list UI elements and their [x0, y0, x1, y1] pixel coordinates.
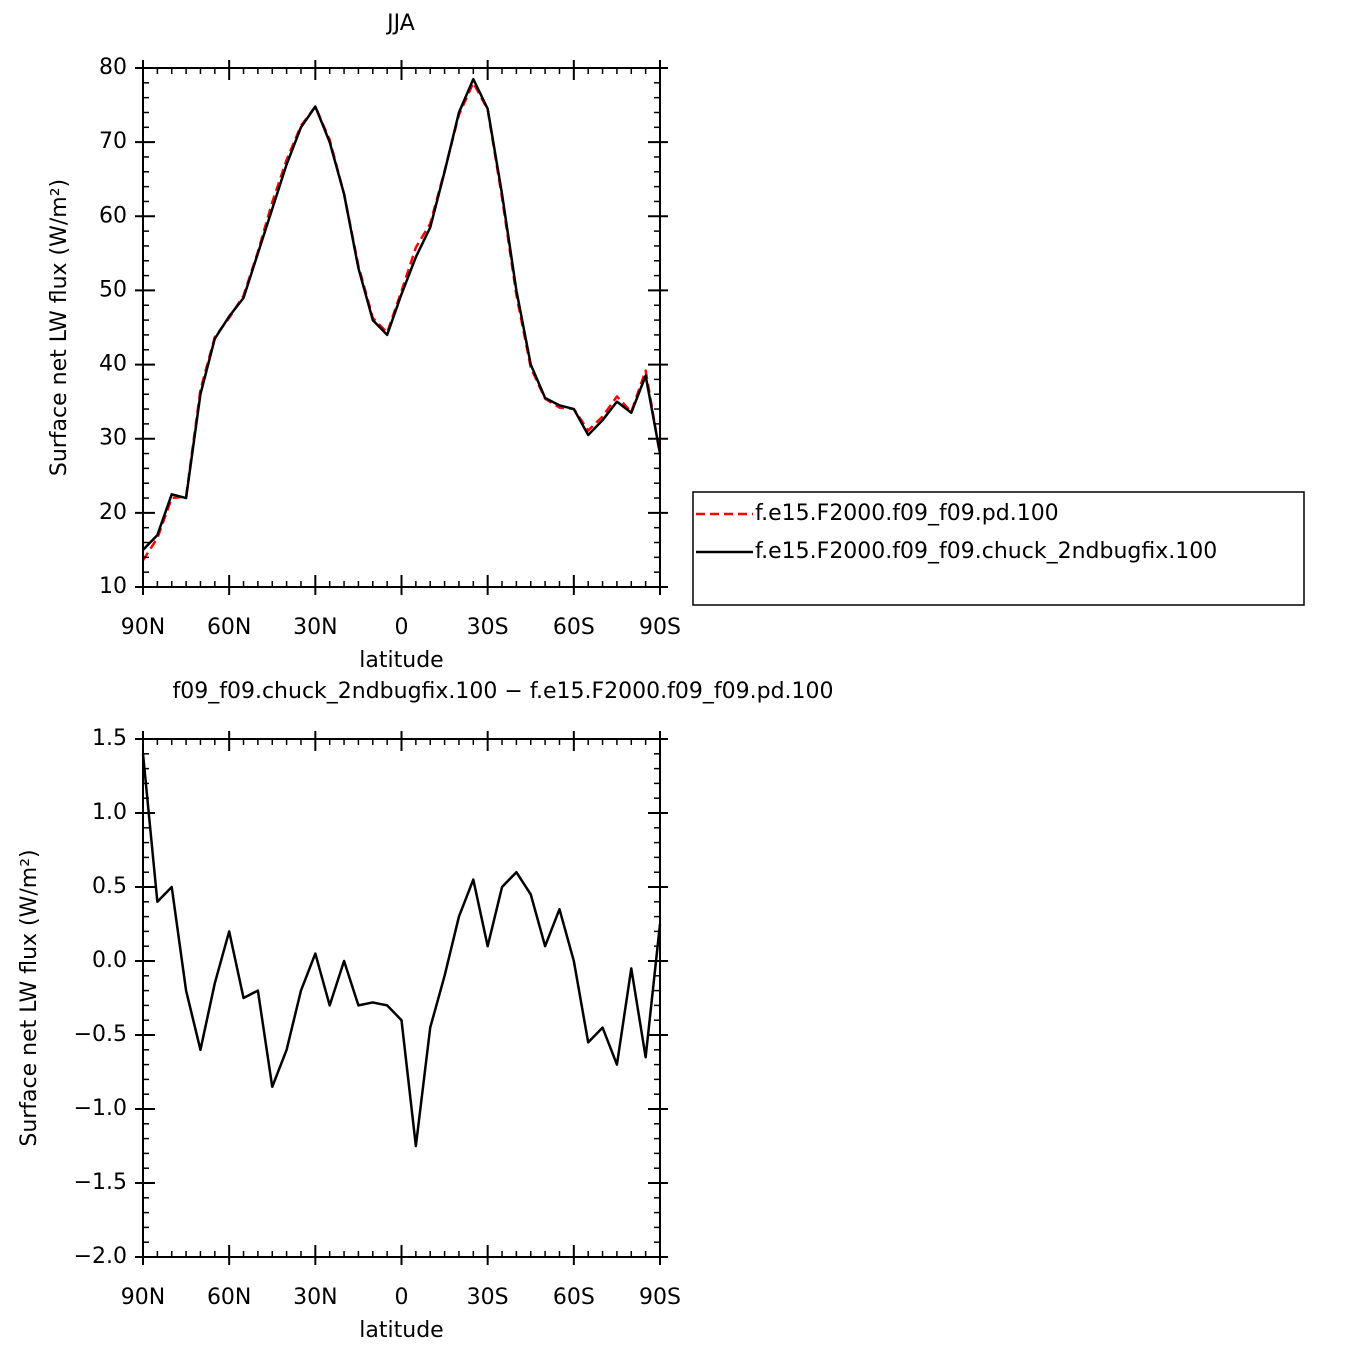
legend-label: f.e15.F2000.f09_f09.chuck_2ndbugfix.100 [755, 539, 1217, 564]
x-tick-label: 0 [395, 1285, 409, 1310]
x-tick-label: 30S [467, 1285, 509, 1310]
legend-label: f.e15.F2000.f09_f09.pd.100 [755, 501, 1059, 526]
y-tick-label: −1.0 [74, 1096, 127, 1121]
x-axis-label: latitude [359, 648, 443, 673]
y-tick-label: 80 [99, 55, 127, 80]
y-tick-label: −2.0 [74, 1244, 127, 1269]
x-tick-label: 60S [553, 1285, 595, 1310]
y-tick-label: 70 [99, 129, 127, 154]
x-tick-label: 60N [207, 615, 251, 640]
y-tick-label: 40 [99, 352, 127, 377]
y-tick-label: 0.0 [92, 948, 127, 973]
x-tick-label: 90S [639, 615, 681, 640]
x-tick-label: 30N [293, 1285, 337, 1310]
x-tick-label: 60S [553, 615, 595, 640]
y-tick-label: 50 [99, 277, 127, 302]
y-tick-label: 0.5 [92, 874, 127, 899]
x-tick-label: 30N [293, 615, 337, 640]
chart-title: f09_f09.chuck_2ndbugfix.100 − f.e15.F200… [172, 679, 833, 704]
y-tick-label: 30 [99, 426, 127, 451]
y-axis-label: Surface net LW flux (W/m²) [17, 849, 42, 1146]
series-line [141, 753, 662, 1148]
y-tick-label: 60 [99, 203, 127, 228]
y-tick-label: 20 [99, 500, 127, 525]
chart-title: JJA [385, 11, 415, 36]
plot-frame [142, 738, 661, 1258]
y-axis-label: Surface net LW flux (W/m²) [47, 179, 72, 476]
x-tick-label: 90N [121, 1285, 165, 1310]
x-axis-label: latitude [359, 1318, 443, 1343]
series-line [141, 81, 662, 561]
y-tick-label: 1.0 [92, 800, 127, 825]
legend-box [692, 491, 1305, 606]
y-tick-label: 10 [99, 574, 127, 599]
x-tick-label: 30S [467, 615, 509, 640]
x-tick-label: 0 [395, 615, 409, 640]
x-tick-label: 90S [639, 1285, 681, 1310]
x-tick-label: 90N [121, 615, 165, 640]
y-tick-label: −1.5 [74, 1170, 127, 1195]
y-tick-label: 1.5 [92, 726, 127, 751]
series-line [142, 77, 662, 551]
x-tick-label: 60N [207, 1285, 251, 1310]
plot-frame [142, 67, 661, 588]
y-tick-label: −0.5 [74, 1022, 127, 1047]
